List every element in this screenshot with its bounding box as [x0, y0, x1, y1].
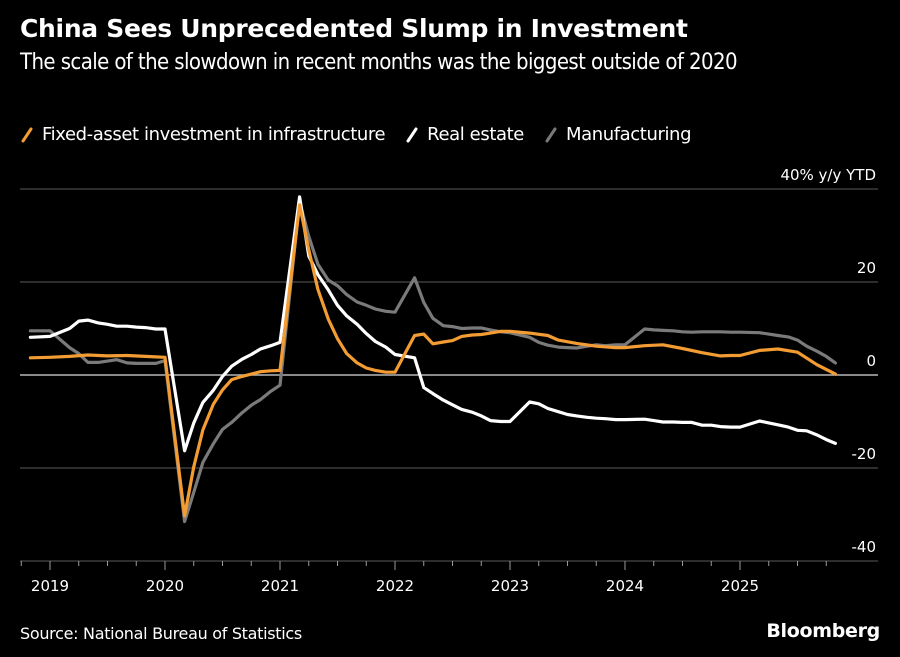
chart-subtitle: The scale of the slowdown in recent mont…	[20, 50, 738, 75]
y-tick-label: 20	[857, 259, 876, 277]
y-axis-labels: 40% y/y YTD 20 0 -20 -40	[780, 166, 876, 556]
gridlines	[20, 188, 878, 562]
legend-swatch-icon	[406, 127, 418, 142]
legend-swatch-icon	[545, 127, 557, 142]
x-tick-label: 2022	[376, 577, 414, 595]
legend-label: Real estate	[427, 124, 524, 145]
legend-label: Manufacturing	[565, 124, 692, 145]
chart-title: China Sees Unprecedented Slump in Invest…	[20, 14, 688, 43]
series-lines	[28, 195, 837, 524]
legend-label: Fixed-asset investment in infrastructure	[42, 124, 386, 145]
series-line-fixed-asset-investment-in-infrastructure	[28, 203, 837, 518]
x-tick-label: 2020	[146, 577, 184, 595]
x-tick-label: 2019	[31, 577, 69, 595]
y-tick-label: 40% y/y YTD	[780, 166, 876, 184]
y-tick-label: -40	[852, 538, 877, 556]
legend-item-infrastructure: Fixed-asset investment in infrastructure	[20, 124, 386, 145]
y-tick-label: 0	[866, 352, 876, 370]
x-axis: 2019 2020 2021 2022 2023 2024 2025	[20, 561, 827, 595]
x-tick-label: 2021	[261, 577, 299, 595]
series-line-manufacturing	[28, 200, 837, 524]
x-tick-label: 2024	[606, 577, 644, 595]
brand-logo: Bloomberg	[766, 620, 880, 642]
y-tick-label: -20	[852, 445, 877, 463]
legend-swatch-icon	[21, 127, 33, 142]
x-tick-label: 2023	[491, 577, 529, 595]
source-note: Source: National Bureau of Statistics	[20, 624, 302, 643]
series-line-real-estate	[28, 195, 837, 453]
legend: Fixed-asset investment in infrastructure…	[20, 124, 711, 145]
x-tick-label: 2025	[721, 577, 759, 595]
legend-item-manufacturing: Manufacturing	[544, 124, 692, 145]
legend-item-real-estate: Real estate	[405, 124, 524, 145]
